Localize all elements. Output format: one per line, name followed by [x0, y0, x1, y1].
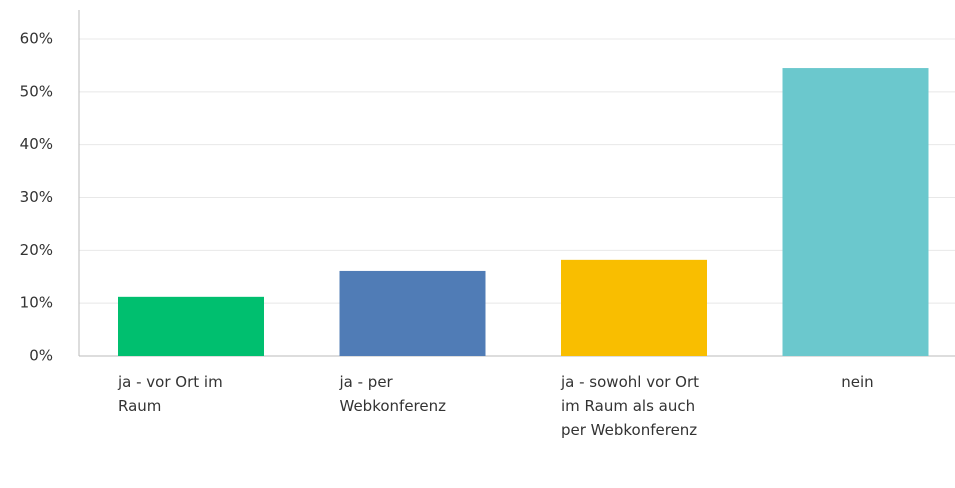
y-tick-label: 30% — [20, 188, 53, 206]
y-tick-label: 20% — [20, 241, 53, 259]
x-tick-label: ja - sowohl vor Ort im Raum als auch per… — [561, 373, 700, 439]
x-tick-label: ja - vor Ort im Raum — [118, 373, 223, 415]
y-tick-label: 50% — [20, 82, 53, 100]
x-tick-label: ja - per Webkonferenz — [339, 373, 447, 415]
y-tick-label: 60% — [20, 30, 53, 48]
bar — [782, 68, 929, 356]
x-tick-label: nein — [841, 373, 874, 391]
bar — [339, 270, 486, 356]
y-tick-label: 10% — [20, 294, 53, 312]
bar — [118, 296, 264, 356]
bar — [561, 259, 707, 356]
y-tick-label: 0% — [29, 347, 53, 365]
y-tick-label: 40% — [20, 135, 53, 153]
